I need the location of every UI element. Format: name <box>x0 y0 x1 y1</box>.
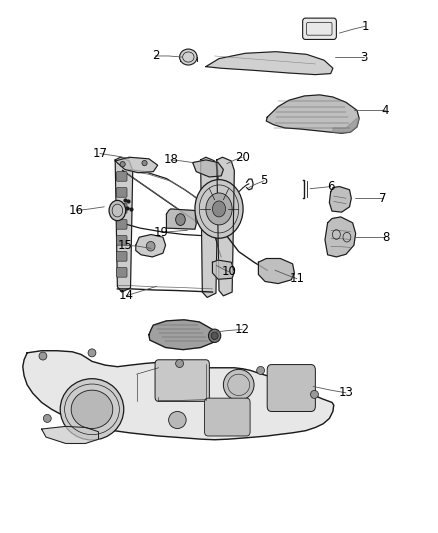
Ellipse shape <box>60 378 124 440</box>
Ellipse shape <box>257 367 265 374</box>
Text: 2: 2 <box>152 50 159 62</box>
Text: 7: 7 <box>379 192 387 205</box>
Ellipse shape <box>180 49 197 65</box>
FancyBboxPatch shape <box>303 18 336 39</box>
Ellipse shape <box>311 390 318 399</box>
Text: 16: 16 <box>69 204 84 217</box>
Text: 17: 17 <box>92 147 107 160</box>
Polygon shape <box>42 426 99 443</box>
FancyBboxPatch shape <box>205 398 250 436</box>
FancyBboxPatch shape <box>117 220 127 229</box>
Ellipse shape <box>142 160 147 166</box>
Text: 11: 11 <box>290 272 304 285</box>
Ellipse shape <box>195 180 243 238</box>
Ellipse shape <box>206 193 232 225</box>
Text: 1: 1 <box>362 20 370 33</box>
FancyBboxPatch shape <box>267 365 315 411</box>
Polygon shape <box>333 118 359 132</box>
Polygon shape <box>329 187 351 212</box>
Polygon shape <box>325 217 356 257</box>
Ellipse shape <box>71 390 113 429</box>
Polygon shape <box>166 209 196 229</box>
Ellipse shape <box>211 332 218 340</box>
Polygon shape <box>201 157 218 297</box>
Ellipse shape <box>208 329 221 342</box>
Polygon shape <box>115 157 133 292</box>
Text: 13: 13 <box>339 386 353 399</box>
Polygon shape <box>212 260 234 279</box>
Polygon shape <box>266 95 359 133</box>
Polygon shape <box>149 320 215 350</box>
Ellipse shape <box>223 369 254 400</box>
Text: 14: 14 <box>119 289 134 302</box>
Text: 20: 20 <box>235 151 250 164</box>
Ellipse shape <box>212 201 226 217</box>
Text: 12: 12 <box>235 323 250 336</box>
Polygon shape <box>206 52 333 75</box>
Text: 3: 3 <box>360 51 367 63</box>
Ellipse shape <box>43 415 51 422</box>
Ellipse shape <box>169 411 186 429</box>
FancyBboxPatch shape <box>117 188 127 197</box>
Polygon shape <box>115 157 158 173</box>
Text: 10: 10 <box>222 265 237 278</box>
Polygon shape <box>217 157 234 296</box>
FancyBboxPatch shape <box>117 172 127 181</box>
FancyBboxPatch shape <box>117 204 127 213</box>
Polygon shape <box>136 235 166 257</box>
Ellipse shape <box>39 352 47 360</box>
Ellipse shape <box>176 214 185 225</box>
Text: 15: 15 <box>117 239 132 252</box>
Ellipse shape <box>176 359 184 368</box>
FancyBboxPatch shape <box>117 236 127 245</box>
Ellipse shape <box>146 241 155 251</box>
Ellipse shape <box>88 349 96 357</box>
Text: 18: 18 <box>163 154 178 166</box>
Text: 8: 8 <box>382 231 389 244</box>
Ellipse shape <box>120 161 125 167</box>
Text: 5: 5 <box>261 174 268 187</box>
Text: 6: 6 <box>327 180 335 193</box>
Text: 4: 4 <box>381 104 389 117</box>
FancyBboxPatch shape <box>117 268 127 277</box>
FancyBboxPatch shape <box>155 360 209 401</box>
Ellipse shape <box>109 200 126 221</box>
Polygon shape <box>258 259 294 284</box>
Polygon shape <box>23 351 334 440</box>
Polygon shape <box>193 160 223 177</box>
FancyBboxPatch shape <box>117 252 127 261</box>
Text: 19: 19 <box>154 226 169 239</box>
